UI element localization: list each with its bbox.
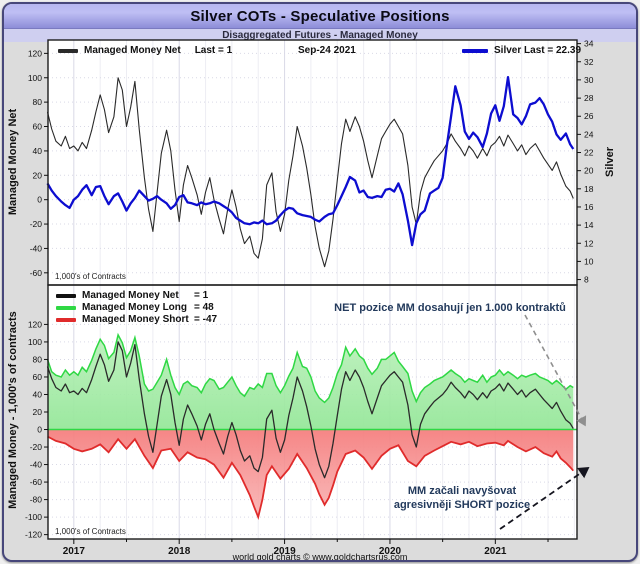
svg-text:30: 30 xyxy=(584,75,594,85)
svg-text:26: 26 xyxy=(584,111,594,121)
legend-short-label: Managed Money Short xyxy=(82,314,189,325)
net-line-swatch xyxy=(58,48,78,53)
svg-text:20: 20 xyxy=(33,407,43,417)
svg-text:60: 60 xyxy=(33,122,43,132)
svg-text:20: 20 xyxy=(33,170,43,180)
top-legend-silver-label: Silver Last = 22.39 xyxy=(494,45,582,56)
svg-text:-80: -80 xyxy=(30,495,43,505)
top-legend-silver: Silver Last = 22.39 xyxy=(462,45,581,56)
subtitle-bar: Disaggregated Futures - Managed Money xyxy=(4,29,636,42)
svg-text:-20: -20 xyxy=(30,442,43,452)
svg-text:-100: -100 xyxy=(25,512,42,522)
svg-text:120: 120 xyxy=(28,48,42,58)
legend-item-long: Managed Money Long = 48 xyxy=(56,302,217,313)
svg-text:18: 18 xyxy=(584,184,594,194)
svg-text:2018: 2018 xyxy=(168,546,191,556)
legend-net-value: = 1 xyxy=(194,290,209,301)
page-title: Silver COTs - Speculative Positions xyxy=(190,7,450,25)
svg-text:80: 80 xyxy=(33,97,43,107)
legend-short-value: = -47 xyxy=(194,314,218,325)
svg-text:8: 8 xyxy=(584,275,589,285)
svg-text:28: 28 xyxy=(584,93,594,103)
svg-text:16: 16 xyxy=(584,202,594,212)
as-of-date: Sep-24 2021 xyxy=(298,45,356,56)
svg-text:2020: 2020 xyxy=(379,546,402,556)
legend-item-net: Managed Money Net = 1 xyxy=(56,290,217,301)
svg-text:40: 40 xyxy=(33,146,43,156)
svg-text:2017: 2017 xyxy=(63,546,86,556)
svg-text:-120: -120 xyxy=(25,530,42,540)
top-left-axis-title: Managed Money Net xyxy=(7,108,19,215)
svg-text:2021: 2021 xyxy=(484,546,507,556)
svg-text:-20: -20 xyxy=(30,219,43,229)
short-annotation-arrow xyxy=(499,466,590,530)
long-line-swatch xyxy=(56,305,76,310)
svg-text:34: 34 xyxy=(584,39,594,49)
legend-long-value: = 48 xyxy=(194,302,214,313)
top-legend-net: Managed Money Net Last = 1 xyxy=(58,45,232,56)
silver-line-swatch xyxy=(462,48,488,53)
page-subtitle: Disaggregated Futures - Managed Money xyxy=(222,30,418,41)
svg-text:20: 20 xyxy=(584,166,594,176)
top-legend-net-last: Last = 1 xyxy=(194,45,233,56)
short-line-swatch xyxy=(56,317,76,322)
short-annotation-line2: agresivněji SHORT pozice xyxy=(393,498,531,511)
bottom-left-axis-title: Managed Money - 1,000's of contracts xyxy=(7,311,19,509)
svg-text:-60: -60 xyxy=(30,477,43,487)
short-annotation-line1: MM začali navyšovat xyxy=(407,485,517,497)
net-line-swatch xyxy=(56,293,76,298)
legend-net-label: Managed Money Net xyxy=(82,290,179,301)
svg-text:12: 12 xyxy=(584,238,594,248)
svg-text:-40: -40 xyxy=(30,460,43,470)
svg-text:14: 14 xyxy=(584,220,594,230)
svg-text:24: 24 xyxy=(584,129,594,139)
bottom-legend: Managed Money Net = 1 Managed Money Long… xyxy=(56,290,217,325)
net-annotation: NET pozice MM dosahují jen 1.000 kontrak… xyxy=(334,302,566,314)
svg-text:-60: -60 xyxy=(30,268,43,278)
top-right-axis-title: Silver xyxy=(604,146,616,177)
legend-item-short: Managed Money Short = -47 xyxy=(56,314,217,325)
short-annotation: MM začali navyšovat agresivněji SHORT po… xyxy=(372,485,552,513)
svg-text:40: 40 xyxy=(33,389,43,399)
svg-text:100: 100 xyxy=(28,73,42,83)
svg-text:120: 120 xyxy=(28,319,42,329)
net-annotation-arrow xyxy=(524,314,587,427)
top-legend-date: Sep-24 2021 xyxy=(298,45,356,56)
top-legend-net-label: Managed Money Net xyxy=(84,45,181,56)
svg-text:10: 10 xyxy=(584,256,594,266)
top-unit-label: 1,000's of Contracts xyxy=(55,272,126,281)
svg-text:-40: -40 xyxy=(30,243,43,253)
credit-footer: world gold charts © www.goldchartsrus.co… xyxy=(232,552,408,562)
title-bar: Silver COTs - Speculative Positions xyxy=(4,4,636,29)
svg-text:100: 100 xyxy=(28,337,42,347)
svg-text:2019: 2019 xyxy=(273,546,296,556)
svg-text:0: 0 xyxy=(37,195,42,205)
charts-canvas: -60 -40 -20 0 20 40 60 80 100 120 8 10 12 14 16 18 20 22 2… xyxy=(7,39,616,556)
legend-long-label: Managed Money Long xyxy=(82,302,187,313)
svg-text:32: 32 xyxy=(584,57,594,67)
svg-text:0: 0 xyxy=(37,425,42,435)
svg-text:22: 22 xyxy=(584,148,594,158)
svg-text:80: 80 xyxy=(33,354,43,364)
svg-text:60: 60 xyxy=(33,372,43,382)
bottom-unit-label: 1,000's of Contracts xyxy=(55,527,126,536)
